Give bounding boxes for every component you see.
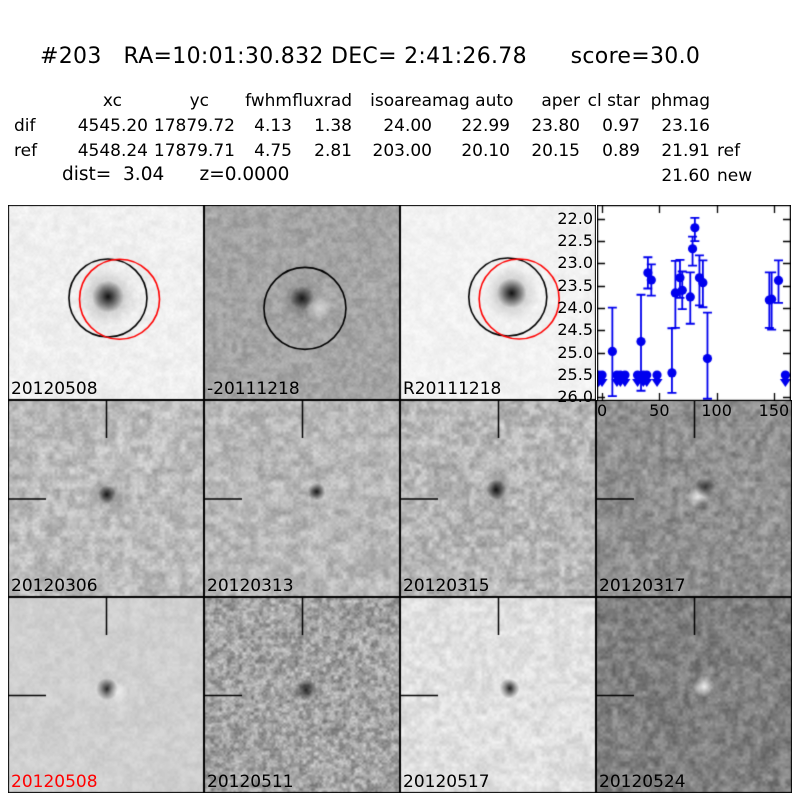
stamp-image: [8, 400, 204, 597]
table-cell: ref: [717, 140, 741, 161]
stamp-panel-20120511: 20120511: [204, 597, 400, 793]
stamp-date-label: 20120517: [403, 772, 490, 792]
col-header-mag-auto: mag auto: [432, 90, 514, 111]
table-cell: 20.10: [461, 140, 510, 161]
table-cell: 17879.71: [153, 140, 235, 161]
stamp-date-label: 20120511: [207, 772, 294, 792]
col-header-yc: yc: [189, 90, 209, 111]
table-row-ref: ref 4548.24 17879.71 4.75 2.81 203.00 20…: [14, 138, 756, 163]
stamp-date-label: 20120315: [403, 576, 490, 596]
page-title: #203 RA=10:01:30.832 DEC= 2:41:26.78 sco…: [40, 44, 701, 69]
stamp-panel-20120508: 20120508: [8, 205, 204, 400]
y-tick-label: 26.0: [557, 387, 593, 407]
y-tick-label: 23.5: [557, 275, 593, 295]
stamp-date-label: 20120317: [599, 576, 686, 596]
table-cell: 4.13: [254, 115, 292, 136]
stamp-image: [596, 597, 792, 793]
col-header-phmag: phmag: [650, 90, 710, 111]
table-cell: 4.75: [254, 140, 292, 161]
stamp-image: [596, 400, 792, 597]
col-header-fluxrad: fluxrad: [292, 90, 352, 111]
stamp-date-label: 20120313: [207, 576, 294, 596]
col-header-xc: xc: [102, 90, 122, 111]
stamp-panel-20120517: 20120517: [400, 597, 596, 793]
table-cell: 23.80: [531, 115, 580, 136]
table-cell: 20.15: [531, 140, 580, 161]
stamp-date-label: -20111218: [207, 379, 300, 399]
stamp-panel-20120315: 20120315: [400, 400, 596, 597]
table-row-new-mag: 21.60 new: [14, 163, 756, 188]
stamp-image: [204, 400, 400, 597]
dist-redshift-info: dist= 3.04 z=0.0000: [62, 164, 290, 185]
col-header-aper: aper: [541, 90, 580, 111]
col-header-isoarea: isoarea: [370, 90, 432, 111]
table-cell: 203.00: [372, 140, 432, 161]
y-tick-label: 24.5: [557, 320, 593, 340]
x-tick-label: 0: [596, 401, 608, 420]
measurements-table: xc yc fwhm fluxrad isoarea mag auto aper…: [14, 88, 756, 188]
stamp-image: [400, 597, 596, 793]
table-cell: 2.81: [314, 140, 352, 161]
stamp-panel-20120508: 20120508: [8, 597, 204, 793]
table-cell: 23.16: [661, 115, 710, 136]
x-tick-label: 50: [649, 401, 670, 420]
stamp-panel-20111218: -20111218: [204, 205, 400, 400]
stamp-panel-R20111218: R20111218: [400, 205, 596, 400]
stamp-panel-20120313: 20120313: [204, 400, 400, 597]
table-header-row: xc yc fwhm fluxrad isoarea mag auto aper…: [14, 88, 756, 113]
table-cell: 21.91: [661, 140, 710, 161]
stamp-image: [400, 400, 596, 597]
y-tick-label: 23.0: [557, 253, 593, 273]
table-cell: 4545.20: [77, 115, 148, 136]
x-tick-label: 100: [701, 401, 732, 420]
stamp-image: [8, 597, 204, 793]
table-cell: 4548.24: [77, 140, 148, 161]
stamp-panel-20120524: 20120524: [596, 597, 792, 793]
table-cell: 17879.72: [153, 115, 235, 136]
stamp-image: [204, 205, 400, 400]
row-label: ref: [14, 140, 38, 161]
y-tick-label: 25.0: [557, 342, 593, 362]
stamp-image: [8, 205, 204, 400]
table-cell: 0.89: [602, 140, 640, 161]
stamp-date-label: 20120508: [11, 772, 98, 792]
y-tick-label: 24.0: [557, 298, 593, 318]
lightcurve-plot: [597, 205, 791, 401]
row-label: dif: [14, 115, 36, 136]
y-tick-label: 22.0: [557, 208, 593, 228]
x-tick-label: 150: [758, 401, 790, 420]
y-tick-label: 25.5: [557, 365, 593, 385]
table-cell: 24.00: [383, 115, 432, 136]
stamp-image: [204, 597, 400, 793]
y-tick-label: 22.5: [557, 231, 593, 251]
stamp-date-label: 20120508: [11, 379, 98, 399]
stamp-date-label: R20111218: [403, 379, 502, 399]
stamp-panel-20120317: 20120317: [596, 400, 792, 597]
table-cell: 1.38: [314, 115, 352, 136]
stamp-date-label: 20120524: [599, 772, 686, 792]
table-cell: 22.99: [461, 115, 510, 136]
col-header-fwhm: fwhm: [245, 90, 292, 111]
stamp-date-label: 20120306: [11, 576, 98, 596]
table-cell: new: [717, 165, 753, 186]
stamp-panel-20120306: 20120306: [8, 400, 204, 597]
table-cell: 0.97: [602, 115, 640, 136]
stamp-image: [400, 205, 596, 400]
col-header-cl-star: cl star: [587, 90, 640, 111]
table-cell: 21.60: [661, 165, 710, 186]
table-row-dif: dif 4545.20 17879.72 4.13 1.38 24.00 22.…: [14, 113, 756, 138]
